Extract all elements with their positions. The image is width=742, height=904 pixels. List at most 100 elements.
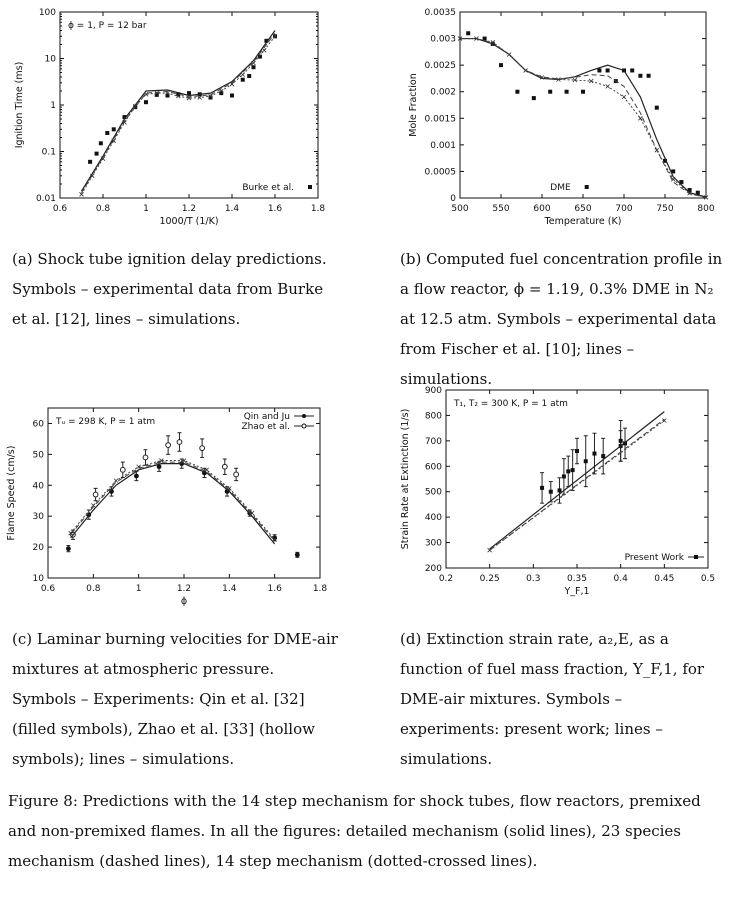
data-point (264, 38, 269, 43)
y-tick-label: 200 (425, 564, 442, 574)
data-point (531, 96, 536, 101)
data-point (466, 31, 471, 36)
data-point (199, 445, 206, 452)
panel-c: 0.6 0.8 1 1.2 1.4 1.6 1.8 10 20 30 40 50 60 ϕ Flame Sp… (0, 388, 370, 618)
cross-marker (218, 88, 224, 94)
y-tick-label: 0.003 (430, 35, 456, 45)
series-line-dotted-crossed (70, 460, 276, 540)
y-tick-label: 400 (425, 513, 442, 523)
data-point (66, 546, 71, 552)
cross-marker (89, 173, 95, 179)
x-tick-label: 0.4 (614, 574, 629, 584)
data-point (176, 439, 183, 445)
data-point (646, 73, 651, 78)
data-point (548, 489, 553, 494)
cross-marker (251, 60, 256, 66)
data-point (233, 471, 240, 478)
data-point (592, 451, 597, 456)
cross-marker (175, 93, 181, 99)
data-point (623, 441, 628, 446)
legend-marker (694, 555, 698, 559)
y-tick-label: 60 (33, 419, 45, 429)
data-point (618, 438, 623, 443)
data-point (515, 89, 520, 94)
data-point (679, 180, 684, 185)
data-point (88, 159, 93, 164)
data-point (133, 105, 138, 110)
panel-a: 0.6 0.8 1 1.2 1.4 1.6 1.8 0.01 0.1 1 10 100 1000/T (… (0, 0, 370, 240)
x-axis-label: ϕ (181, 596, 187, 607)
y-tick-label: 50 (33, 450, 45, 460)
data-point (272, 535, 278, 541)
cross-marker (165, 90, 170, 96)
data-point (134, 473, 139, 479)
chart-a: 0.6 0.8 1 1.2 1.4 1.6 1.8 0.01 0.1 1 10 100 1000/T (… (14, 8, 326, 227)
y-tick-label: 600 (425, 462, 442, 472)
series-line-solid (80, 30, 276, 192)
data-point (109, 489, 114, 494)
y-tick-label: 700 (425, 437, 442, 447)
plot-frame (459, 11, 707, 199)
cross-marker (621, 94, 627, 100)
cross-marker (272, 34, 278, 39)
series-line-dashed (70, 461, 276, 542)
cross-marker (143, 92, 149, 97)
data-point (154, 92, 159, 97)
data-point (165, 442, 172, 448)
y-tick-label: 800 (425, 411, 442, 421)
legend-label: Burke et al. (242, 183, 294, 193)
x-tick-label: 800 (697, 204, 714, 214)
y-tick-label: 1 (50, 101, 56, 111)
data-point (257, 54, 262, 59)
data-point (111, 127, 116, 132)
data-point (219, 91, 224, 96)
x-tick-label: 0.45 (654, 574, 674, 584)
x-tick-label: 1 (136, 584, 142, 594)
x-tick-label: 0.3 (526, 574, 540, 584)
cross-marker (186, 95, 192, 101)
data-point (142, 454, 149, 461)
cross-marker (523, 68, 528, 73)
cross-marker (474, 36, 479, 41)
y-tick-label: 40 (33, 481, 45, 491)
data-point (671, 169, 676, 174)
cross-marker (91, 503, 96, 508)
plot-annotation: ϕ = 1, P = 12 bar (68, 21, 147, 31)
chart-c: 0.6 0.8 1 1.2 1.4 1.6 1.8 10 20 30 40 50 60 ϕ Flame Sp… (6, 407, 327, 607)
series-line-dotted-crossed (460, 38, 707, 198)
y-tick-label: 100 (39, 8, 56, 18)
data-point (294, 552, 300, 558)
cross-marker (272, 537, 277, 542)
x-tick-label: 700 (615, 204, 632, 214)
x-tick-label: 1.2 (182, 204, 196, 214)
data-point (208, 95, 213, 100)
cross-marker (662, 418, 667, 423)
y-tick-label: 0 (450, 194, 456, 204)
data-point (687, 188, 692, 193)
x-tick-label: 1.4 (225, 204, 240, 214)
y-tick-label: 900 (425, 386, 442, 396)
data-point (583, 459, 588, 464)
series-line-solid (489, 411, 665, 550)
x-axis-label: Temperature (K) (544, 216, 622, 227)
y-axis-label: Flame Speed (cm/s) (6, 446, 17, 541)
x-tick-label: 0.6 (41, 584, 56, 594)
data-point (221, 463, 228, 470)
cross-marker (261, 48, 267, 53)
y-tick-label: 500 (425, 488, 442, 498)
cross-marker (68, 530, 73, 536)
y-tick-label: 0.002 (430, 88, 456, 98)
x-tick-label: 750 (656, 204, 673, 214)
cross-marker (111, 138, 117, 144)
cross-marker (654, 147, 660, 153)
data-point (187, 91, 191, 96)
cross-marker (638, 116, 643, 121)
plot-annotation: T₁, T₂ = 300 K, P = 1 atm (453, 399, 568, 409)
cross-marker (487, 547, 492, 553)
x-tick-label: 1.8 (311, 204, 326, 214)
plot-frame (59, 11, 319, 199)
data-point (597, 68, 602, 73)
x-tick-label: 0.6 (53, 204, 68, 214)
cross-marker (605, 84, 610, 89)
data-point (105, 130, 110, 135)
